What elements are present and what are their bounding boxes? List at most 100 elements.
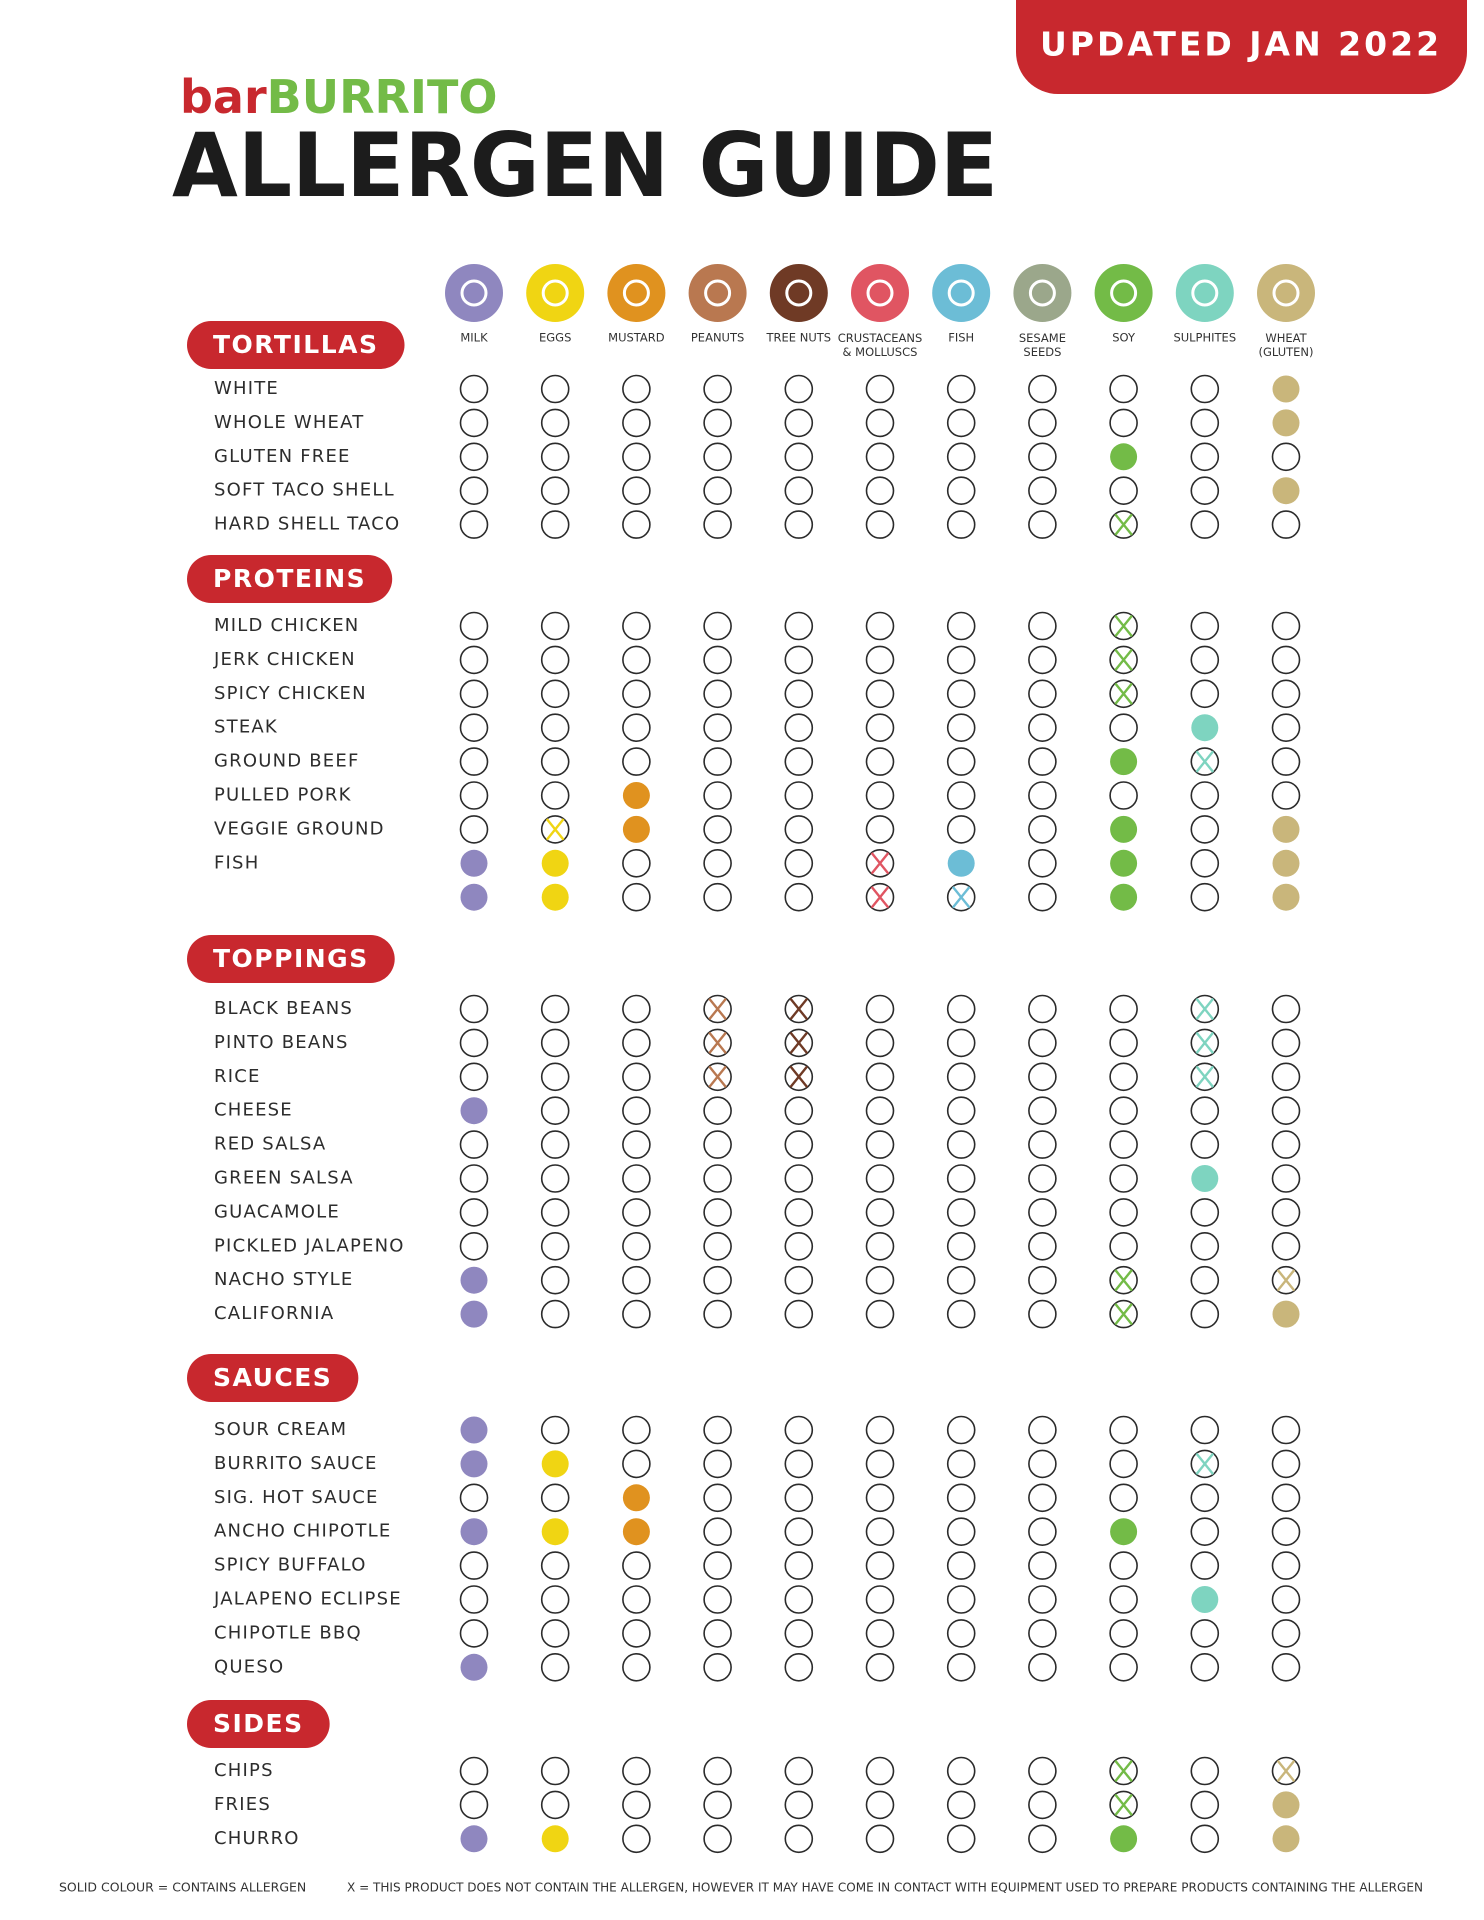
cross-mark bbox=[789, 1065, 809, 1088]
cell-empty bbox=[540, 510, 570, 539]
cell-empty bbox=[1109, 1619, 1138, 1648]
cross-mark bbox=[951, 886, 971, 909]
logo: barBURRITO bbox=[180, 70, 498, 124]
cell-empty bbox=[1190, 848, 1220, 878]
cell-empty bbox=[1109, 1232, 1138, 1261]
cross-mark bbox=[1114, 1269, 1133, 1292]
row-label: JERK CHICKEN bbox=[213, 649, 356, 670]
cell-empty bbox=[946, 1028, 976, 1058]
cell-empty bbox=[946, 374, 976, 404]
cross-mark bbox=[1276, 1759, 1296, 1783]
cell-empty bbox=[1028, 374, 1057, 404]
cell-empty bbox=[784, 1449, 814, 1479]
cell-empty bbox=[1028, 1756, 1057, 1786]
cell-empty bbox=[622, 510, 651, 539]
cell-empty bbox=[784, 747, 814, 776]
cell-empty bbox=[865, 1756, 895, 1786]
cell-empty bbox=[622, 1265, 651, 1295]
cell-empty bbox=[622, 1130, 651, 1159]
cell-empty bbox=[1109, 408, 1138, 438]
cell-empty bbox=[946, 1299, 976, 1329]
cell-row bbox=[459, 1164, 1301, 1193]
cell-empty bbox=[1190, 1265, 1220, 1295]
cell-contains bbox=[1110, 748, 1138, 776]
cell-empty bbox=[703, 1483, 732, 1513]
cell-empty bbox=[946, 1619, 976, 1648]
cell-empty bbox=[540, 1299, 570, 1329]
cell-empty bbox=[703, 1299, 732, 1329]
cell-contains bbox=[541, 1450, 569, 1478]
cell-empty bbox=[703, 510, 732, 539]
section-pill bbox=[187, 1700, 330, 1748]
cell-empty bbox=[1028, 1265, 1057, 1295]
cell-empty bbox=[459, 1062, 489, 1092]
row-label: SPICY BUFFALO bbox=[214, 1555, 367, 1576]
cross-mark bbox=[870, 852, 890, 875]
cell-empty bbox=[540, 994, 570, 1024]
cell-empty bbox=[865, 1232, 895, 1261]
cell-empty bbox=[1028, 1551, 1057, 1580]
cell-empty bbox=[459, 781, 489, 810]
cell-contains bbox=[1110, 1518, 1138, 1546]
cell-empty bbox=[784, 1824, 814, 1854]
cell-empty bbox=[1028, 1299, 1057, 1329]
section-title: TORTILLAS bbox=[213, 330, 379, 359]
cell-empty bbox=[703, 408, 732, 438]
allergen-icon-inner bbox=[947, 279, 975, 307]
cell-empty bbox=[703, 679, 732, 709]
cell-empty bbox=[1271, 645, 1301, 675]
cell-empty bbox=[946, 1265, 976, 1295]
section-title: SAUCES bbox=[213, 1363, 332, 1392]
cell-empty bbox=[865, 1198, 895, 1227]
cell-row bbox=[459, 611, 1301, 641]
cell-empty bbox=[1028, 611, 1057, 641]
cell-empty bbox=[784, 408, 814, 438]
cell-empty bbox=[703, 645, 732, 675]
cell-empty bbox=[1028, 1449, 1057, 1479]
row-label: WHOLE WHEAT bbox=[214, 412, 364, 433]
cell-empty bbox=[703, 1415, 732, 1445]
cell-row bbox=[459, 1232, 1301, 1261]
row-label: GLUTEN FREE bbox=[214, 446, 351, 467]
cell-empty bbox=[865, 781, 895, 810]
row-label: JALAPENO ECLIPSE bbox=[213, 1589, 402, 1610]
cell-empty bbox=[946, 510, 976, 539]
cell-empty bbox=[946, 1449, 976, 1479]
cell-empty bbox=[1028, 1028, 1057, 1058]
cell-empty bbox=[865, 1585, 895, 1614]
cell-empty bbox=[540, 1198, 570, 1227]
cross-mark bbox=[1114, 614, 1133, 638]
row-label: PINTO BEANS bbox=[214, 1032, 349, 1053]
cell-empty bbox=[784, 611, 814, 641]
cell-empty bbox=[865, 1062, 895, 1092]
cell-contains bbox=[1110, 883, 1138, 911]
row-label: CHIPS bbox=[214, 1760, 274, 1781]
cell-contains bbox=[1191, 1586, 1219, 1613]
cell-empty bbox=[622, 1790, 651, 1820]
cell-empty bbox=[622, 848, 651, 878]
cell-empty bbox=[1190, 476, 1220, 506]
cell-empty bbox=[1028, 1824, 1057, 1854]
row-label: CHEESE bbox=[214, 1100, 293, 1121]
cell-empty bbox=[946, 1824, 976, 1854]
cell-contains bbox=[622, 1484, 650, 1512]
cell-empty bbox=[459, 645, 489, 675]
cell-empty bbox=[784, 1164, 814, 1193]
cell-empty bbox=[784, 781, 814, 810]
cell-empty bbox=[1028, 1130, 1057, 1159]
cell-contains bbox=[460, 1825, 488, 1853]
section-pill bbox=[187, 935, 395, 983]
cell-empty bbox=[622, 1232, 651, 1261]
allergen-icon bbox=[1175, 264, 1234, 322]
cell-empty bbox=[1271, 1585, 1301, 1614]
cell-row bbox=[460, 1653, 1301, 1682]
cross-mark bbox=[1276, 1269, 1296, 1292]
cell-contains bbox=[1110, 443, 1138, 471]
row-label: ANCHO CHIPOTLE bbox=[214, 1521, 391, 1542]
cell-empty bbox=[540, 679, 570, 709]
cell-empty bbox=[1271, 1619, 1301, 1648]
cell-row bbox=[460, 1096, 1301, 1125]
cell-row bbox=[459, 476, 1300, 506]
cell-empty bbox=[622, 1028, 651, 1058]
allergen-icon-inner bbox=[1110, 279, 1138, 307]
